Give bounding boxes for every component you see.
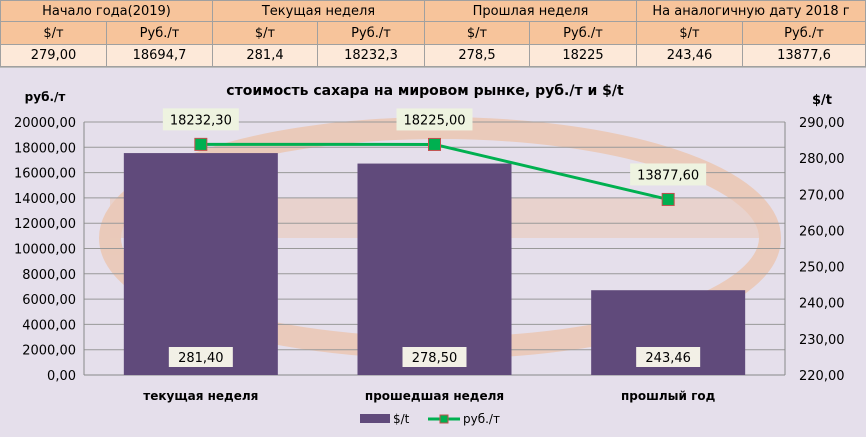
bar <box>357 163 512 375</box>
left-tick-label: 4000,00 <box>22 318 76 333</box>
left-tick-label: 0,00 <box>47 369 76 384</box>
unit-header: $/т <box>636 21 743 45</box>
left-tick-label: 12000,00 <box>14 217 76 232</box>
value-cell: 243,46 <box>636 44 743 67</box>
right-tick-label: 270,00 <box>799 188 845 203</box>
line-data-label: 18225,00 <box>403 113 465 128</box>
right-tick-label: 230,00 <box>799 333 845 348</box>
group-header: На аналогичную дату 2018 г <box>636 0 866 22</box>
bar-label-bg <box>168 347 233 367</box>
unit-header: $/т <box>212 21 318 45</box>
value-cell: 279,00 <box>0 44 107 67</box>
value-cell: 18694,7 <box>106 44 213 67</box>
sugar-price-chart: стоимость сахара на мировом рынке, руб./… <box>0 67 866 437</box>
left-tick-label: 2000,00 <box>22 344 76 359</box>
line-marker <box>428 137 441 151</box>
unit-header: $/т <box>0 21 107 45</box>
unit-header: Руб./т <box>317 21 425 45</box>
value-cell: 281,4 <box>212 44 318 67</box>
unit-header: Руб./т <box>529 21 637 45</box>
bar-label-bg <box>402 347 467 367</box>
unit-header: $/т <box>424 21 530 45</box>
legend-label-bar: $/t <box>393 412 410 426</box>
value-cell: 13877,6 <box>742 44 866 67</box>
line-data-label: 18232,30 <box>170 113 232 128</box>
bar-data-label: 278,50 <box>412 351 458 366</box>
unit-header: Руб./т <box>106 21 213 45</box>
line-marker <box>661 192 675 206</box>
bar-data-label: 243,46 <box>645 351 691 366</box>
group-header: Прошлая неделя <box>424 0 637 22</box>
right-tick-label: 280,00 <box>799 152 845 167</box>
value-cell: 18232,3 <box>317 44 425 67</box>
bar-label-bg <box>636 347 701 367</box>
bar-data-label: 281,40 <box>178 351 224 366</box>
group-header: Текущая неделя <box>212 0 425 22</box>
value-cell: 18225 <box>529 44 637 67</box>
category-label: прошедшая неделя <box>365 389 504 403</box>
chart-title: стоимость сахара на мировом рынке, руб./… <box>226 83 624 99</box>
price-table: Начало года(2019) Текущая неделя Прошлая… <box>0 0 866 67</box>
legend: $/t руб./т <box>360 412 500 426</box>
left-tick-label: 18000,00 <box>14 141 76 156</box>
line-label-bg <box>162 108 239 131</box>
line-label-bg <box>396 108 473 131</box>
category-label: текущая неделя <box>143 389 258 403</box>
right-tick-label: 290,00 <box>799 116 845 131</box>
bar <box>123 153 278 375</box>
right-tick-label: 240,00 <box>799 297 845 312</box>
line-data-label: 13877,60 <box>637 168 699 183</box>
legend-swatch-bar <box>360 414 390 423</box>
line-marker <box>194 137 208 151</box>
right-axis-label: $/t <box>812 93 832 108</box>
left-axis-label: руб./т <box>25 90 66 104</box>
left-tick-label: 16000,00 <box>14 167 76 182</box>
legend-label-line: руб./т <box>463 412 500 426</box>
category-label: прошлый год <box>621 389 716 403</box>
left-tick-label: 8000,00 <box>22 268 76 283</box>
right-tick-label: 220,00 <box>799 369 845 384</box>
legend-marker <box>439 414 449 424</box>
unit-header: Руб./т <box>742 21 866 45</box>
left-tick-label: 20000,00 <box>14 116 76 131</box>
right-tick-label: 260,00 <box>799 224 845 239</box>
left-tick-label: 14000,00 <box>14 192 76 207</box>
line-label-bg <box>630 163 707 186</box>
value-cell: 278,5 <box>424 44 530 67</box>
group-header: Начало года(2019) <box>0 0 213 22</box>
left-tick-label: 6000,00 <box>22 293 76 308</box>
right-tick-label: 250,00 <box>799 261 845 276</box>
left-tick-label: 10000,00 <box>14 243 76 258</box>
